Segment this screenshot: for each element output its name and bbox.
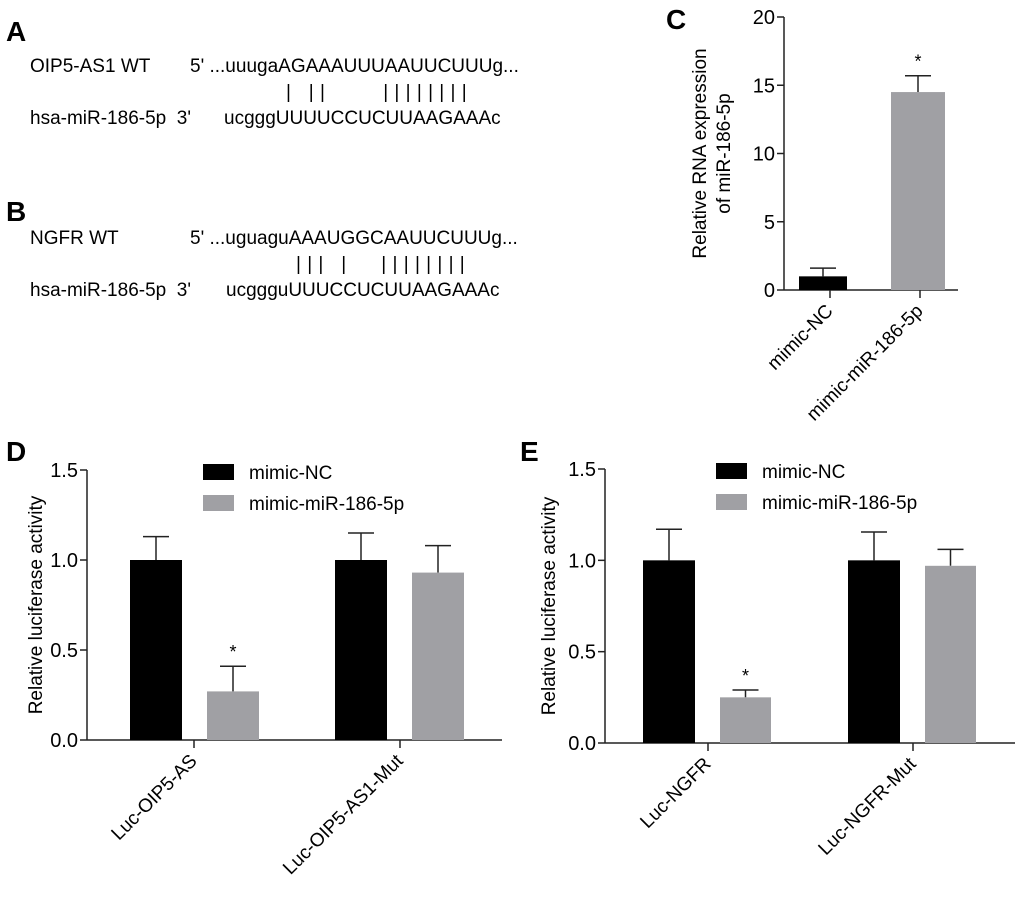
bar-mimic-NC (799, 276, 847, 290)
legend-swatch (716, 494, 747, 510)
y-tick-label: 1.5 (50, 460, 78, 482)
y-tick-label: 0.0 (568, 733, 596, 755)
target-seq-b: 5' ...uguaguAAAUGGCAAUUCUUUg... (190, 228, 518, 249)
legend-label: mimic-miR-186-5p (762, 493, 917, 514)
pairing-b: | | | | | | | | | | | | (296, 254, 466, 275)
panel-label-b: B (6, 196, 27, 227)
x-tick-label: mimic-NC (764, 301, 838, 375)
y-tick-label: 0.5 (50, 640, 78, 662)
y-axis-label: Relative luciferase activity (539, 496, 560, 715)
y-axis-label: Relative RNA expression (690, 48, 711, 258)
x-tick-label: Luc-OIP5-AS (108, 751, 202, 845)
bar-Luc-OIP5-AS1-Mut-mimic-miR-186-5p (412, 572, 464, 740)
legend-swatch (716, 463, 747, 479)
significance-marker: * (742, 666, 749, 686)
panel-label-d: D (6, 436, 27, 467)
bar-Luc-NGFR-mimic-miR-186-5p (720, 697, 771, 743)
y-tick-label: 15 (753, 75, 775, 97)
panel-label-e: E (520, 436, 539, 467)
y-tick-label: 1.5 (568, 459, 596, 481)
bar-Luc-OIP5-AS1-Mut-mimic-NC (335, 560, 387, 740)
y-tick-label: 20 (753, 7, 775, 29)
legend-swatch (203, 464, 234, 480)
x-tick-label: Luc-NGFR (636, 754, 715, 833)
significance-marker: * (229, 642, 236, 662)
mirna-name-b: hsa-miR-186-5p 3' (30, 280, 191, 301)
y-tick-label: 5 (764, 212, 775, 234)
y-tick-label: 1.0 (568, 550, 596, 572)
y-tick-label: 0.5 (568, 642, 596, 664)
bar-Luc-NGFR-Mut-mimic-miR-186-5p (925, 565, 976, 743)
bar-Luc-NGFR-mimic-NC (643, 560, 695, 743)
legend-label: mimic-NC (249, 463, 332, 484)
target-name-b: NGFR WT (30, 228, 119, 249)
bar-Luc-NGFR-Mut-mimic-NC (848, 560, 900, 743)
y-tick-label: 10 (753, 144, 775, 166)
y-tick-label: 0.0 (50, 730, 78, 752)
panel-label-c: C (666, 4, 687, 35)
legend-label: mimic-miR-186-5p (249, 494, 404, 515)
target-name-a: OIP5-AS1 WT (30, 56, 151, 77)
mirna-seq-a: ucgggUUUUCCUCUUAAGAAAc (224, 108, 501, 129)
legend-swatch (203, 495, 234, 511)
y-axis-label: Relative luciferase activity (26, 495, 47, 714)
mirna-seq-b: ucggguUUUCCUCUUAAGAAAc (226, 280, 500, 301)
bar-mimic-miR-186-5p (891, 92, 945, 290)
y-tick-label: 0 (764, 280, 775, 302)
panel-label-a: A (6, 16, 27, 47)
significance-marker: * (914, 52, 921, 72)
y-axis-label: of miR-186-5p (714, 93, 735, 213)
bar-Luc-OIP5-AS-mimic-miR-186-5p (207, 691, 259, 740)
target-seq-a: 5' ...uuugaAGAAAUUUAAUUCUUUg... (190, 56, 519, 77)
bar-Luc-OIP5-AS-mimic-NC (130, 560, 182, 740)
x-tick-label: Luc-NGFR-Mut (815, 753, 921, 859)
pairing-a: | | | | | | | | | | | (286, 82, 468, 103)
mirna-name-a: hsa-miR-186-5p 3' (30, 108, 191, 129)
y-tick-label: 1.0 (50, 550, 78, 572)
x-tick-label: Luc-OIP5-AS1-Mut (279, 750, 408, 879)
legend-label: mimic-NC (762, 462, 845, 483)
